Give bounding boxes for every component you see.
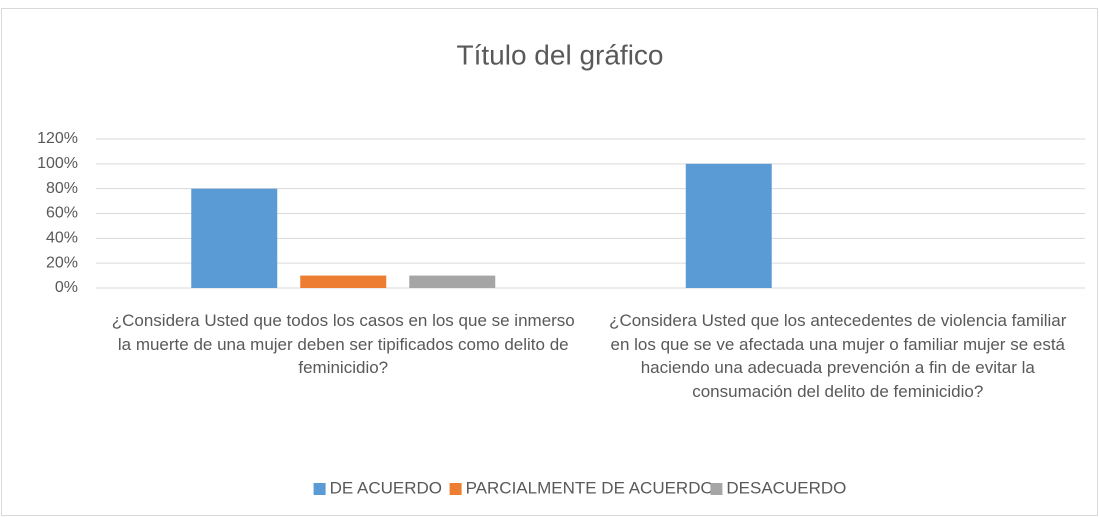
legend-label: DE ACUERDO xyxy=(330,478,442,497)
y-tick-label: 0% xyxy=(55,279,78,296)
legend-label: DESACUERDO xyxy=(726,478,846,497)
x-tick-label: ¿Considera Usted que los antecedentes de… xyxy=(609,311,1067,401)
bar xyxy=(191,188,278,288)
y-tick-label: 80% xyxy=(46,180,78,197)
bar xyxy=(685,163,772,288)
y-tick-label: 100% xyxy=(37,155,78,172)
x-tick-label: ¿Considera Usted que todos los casos en … xyxy=(111,311,575,377)
y-tick-label: 120% xyxy=(37,130,78,147)
chart-border xyxy=(1,8,1098,516)
legend-label: PARCIALMENTE DE ACUERDO xyxy=(466,478,714,497)
bar xyxy=(300,275,387,288)
y-tick-label: 60% xyxy=(46,205,78,222)
legend-swatch xyxy=(449,483,462,495)
y-tick-label: 40% xyxy=(46,230,78,247)
y-tick-label: 20% xyxy=(46,254,78,271)
legend-swatch xyxy=(710,483,723,495)
legend-swatch xyxy=(313,483,326,495)
chart-title: Título del gráfico xyxy=(457,39,664,70)
bar xyxy=(409,275,496,288)
